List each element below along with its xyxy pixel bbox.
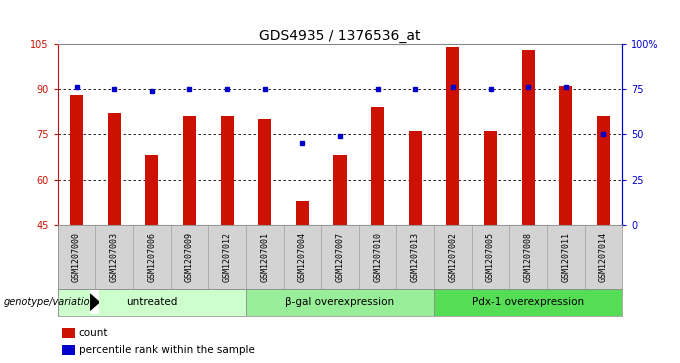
Text: untreated: untreated xyxy=(126,297,177,307)
Title: GDS4935 / 1376536_at: GDS4935 / 1376536_at xyxy=(259,29,421,42)
Bar xyxy=(246,225,284,289)
Bar xyxy=(597,116,610,225)
Bar xyxy=(446,46,460,225)
Text: GSM1207007: GSM1207007 xyxy=(335,232,345,282)
Text: GSM1207004: GSM1207004 xyxy=(298,232,307,282)
Text: percentile rank within the sample: percentile rank within the sample xyxy=(79,345,254,355)
Bar xyxy=(107,113,121,225)
Text: genotype/variation: genotype/variation xyxy=(3,297,96,307)
Bar xyxy=(62,345,75,355)
Text: β-gal overexpression: β-gal overexpression xyxy=(286,297,394,307)
Bar xyxy=(58,289,246,316)
Bar xyxy=(58,225,95,289)
Text: GSM1207011: GSM1207011 xyxy=(561,232,571,282)
Text: GSM1207003: GSM1207003 xyxy=(109,232,119,282)
Bar xyxy=(258,119,271,225)
Polygon shape xyxy=(90,294,99,310)
Bar xyxy=(396,225,434,289)
Text: GSM1207005: GSM1207005 xyxy=(486,232,495,282)
Text: GSM1207014: GSM1207014 xyxy=(599,232,608,282)
Text: GSM1207009: GSM1207009 xyxy=(185,232,194,282)
Text: GSM1207008: GSM1207008 xyxy=(524,232,532,282)
Bar xyxy=(183,116,196,225)
Bar xyxy=(522,50,534,225)
Text: GSM1207006: GSM1207006 xyxy=(148,232,156,282)
Bar xyxy=(484,131,497,225)
Bar xyxy=(409,131,422,225)
Bar xyxy=(62,328,75,338)
Bar xyxy=(434,289,622,316)
Bar xyxy=(321,225,359,289)
Text: GSM1207013: GSM1207013 xyxy=(411,232,420,282)
Bar xyxy=(208,225,246,289)
Bar xyxy=(509,225,547,289)
Text: GSM1207002: GSM1207002 xyxy=(448,232,458,282)
Bar xyxy=(296,201,309,225)
Bar xyxy=(95,225,133,289)
Bar xyxy=(472,225,509,289)
Bar xyxy=(359,225,396,289)
Bar xyxy=(220,116,234,225)
Bar xyxy=(434,225,472,289)
Text: GSM1207010: GSM1207010 xyxy=(373,232,382,282)
Bar xyxy=(371,107,384,225)
Bar xyxy=(333,155,347,225)
Text: Pdx-1 overexpression: Pdx-1 overexpression xyxy=(472,297,584,307)
Bar xyxy=(70,95,83,225)
Text: GSM1207001: GSM1207001 xyxy=(260,232,269,282)
Text: count: count xyxy=(79,328,108,338)
Bar xyxy=(585,225,622,289)
Text: GSM1207012: GSM1207012 xyxy=(222,232,232,282)
Text: GSM1207000: GSM1207000 xyxy=(72,232,81,282)
Bar xyxy=(547,225,585,289)
Bar xyxy=(133,225,171,289)
Bar xyxy=(171,225,208,289)
Bar xyxy=(559,86,573,225)
Bar xyxy=(284,225,321,289)
Bar xyxy=(146,155,158,225)
Bar xyxy=(246,289,434,316)
